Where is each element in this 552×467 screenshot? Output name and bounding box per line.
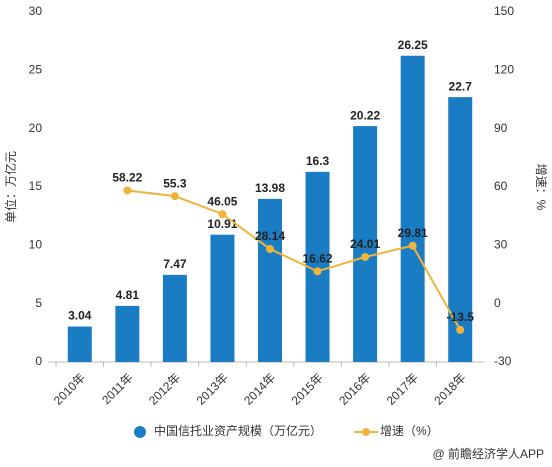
- line-point: [218, 210, 227, 219]
- y2-tick-label: 150: [494, 4, 514, 18]
- line-value-label: -13.5: [447, 310, 475, 324]
- x-tick-label: 2011年: [99, 370, 136, 407]
- y2-tick-label: 30: [494, 238, 508, 252]
- bar-value-label: 13.98: [255, 181, 285, 195]
- bar-value-label: 22.7: [449, 79, 473, 93]
- bar-value-label: 26.25: [398, 38, 428, 52]
- y2-tick-label: 90: [494, 121, 508, 135]
- line-value-label: 29.81: [398, 226, 428, 240]
- line-value-label: 46.05: [207, 194, 237, 208]
- bar-value-label: 10.91: [207, 217, 237, 231]
- bar-value-label: 4.81: [116, 288, 140, 302]
- bar: [448, 97, 473, 363]
- line-point: [313, 267, 322, 276]
- bar-value-label: 20.22: [350, 108, 380, 122]
- x-tick-label: 2016年: [336, 370, 373, 407]
- line-point: [456, 325, 465, 334]
- line-point: [408, 241, 417, 250]
- y-tick-label: 15: [29, 179, 43, 193]
- bar: [115, 305, 140, 362]
- legend-swatch: [362, 428, 371, 436]
- line: [127, 189, 462, 331]
- x-tick-label: 2017年: [384, 370, 421, 407]
- source: @ 前瞻经济学人APP: [432, 446, 544, 461]
- y-tick-label: 10: [29, 238, 43, 252]
- bar-value-label: 16.3: [306, 154, 330, 168]
- line-point: [361, 252, 370, 261]
- legend-label: 中国信托业资产规模（万亿元）: [154, 423, 322, 438]
- x-tick-label: 2013年: [194, 370, 231, 407]
- bar: [210, 234, 235, 362]
- bar-value-label: 7.47: [163, 257, 187, 271]
- y-tick-label: 5: [35, 296, 42, 310]
- y2-axis-label: 增速：%: [534, 164, 548, 211]
- line-point: [170, 192, 179, 201]
- legend-swatch: [134, 426, 146, 438]
- line-value-label: 28.14: [255, 229, 285, 243]
- bar: [67, 326, 92, 362]
- bar: [162, 274, 187, 362]
- line-point: [123, 186, 132, 195]
- y2-tick-label: 60: [494, 179, 508, 193]
- bar: [258, 198, 282, 362]
- y-tick-label: 20: [29, 121, 43, 135]
- bar: [400, 55, 425, 362]
- line-value-label: 55.3: [163, 176, 187, 190]
- y-axis-label: 单位：万亿元: [3, 151, 18, 223]
- y2-tick-label: -30: [494, 354, 512, 368]
- y-tick-label: 25: [29, 63, 43, 77]
- x-tick-label: 2014年: [241, 370, 278, 407]
- line-value-label: 24.01: [350, 237, 380, 251]
- x-tick-label: 2015年: [289, 370, 326, 407]
- line-value-label: 16.62: [303, 252, 333, 266]
- legend-label: 增速（%）: [380, 424, 439, 438]
- y2-tick-label: 0: [494, 296, 501, 310]
- line-point: [266, 244, 274, 253]
- y2-tick-label: 120: [494, 63, 514, 77]
- x-tick-label: 2012年: [146, 370, 183, 407]
- x-tick-label: 2018年: [431, 370, 468, 407]
- y-tick-label: 0: [35, 354, 42, 368]
- x-tick-label: 2010年: [51, 370, 88, 407]
- line-value-label: 58.22: [112, 171, 142, 185]
- bar: [353, 126, 378, 362]
- bar-value-label: 3.04: [68, 309, 92, 323]
- y-tick-label: 30: [29, 4, 43, 18]
